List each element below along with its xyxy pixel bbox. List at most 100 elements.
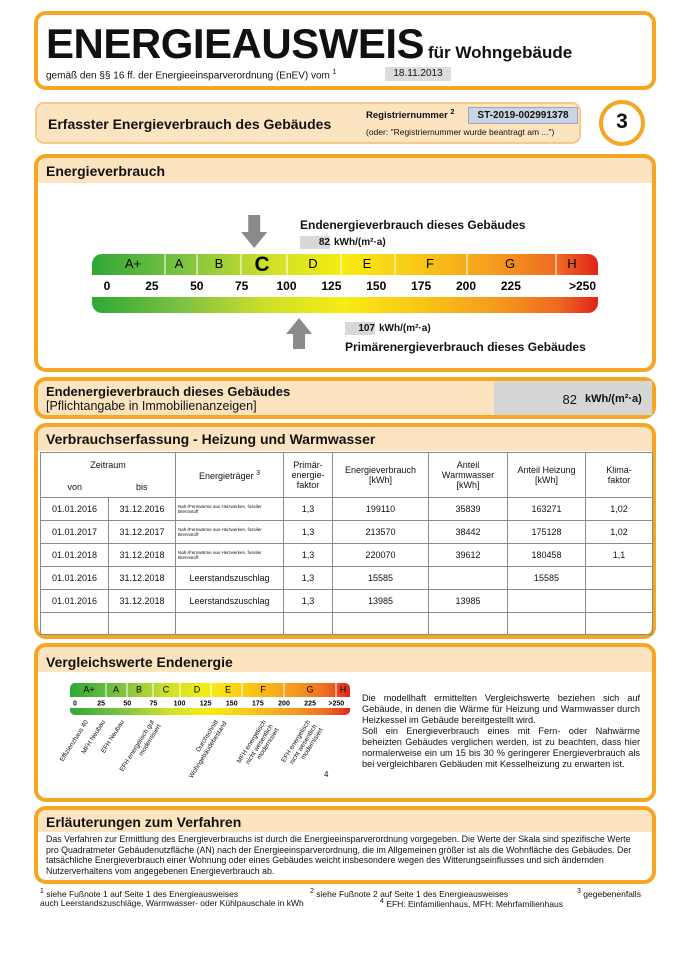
header-row: von bis: [40, 476, 653, 498]
table-row: 01.01.2018 31.12.2018 Nah-/Fernwärme aus H…: [40, 543, 654, 567]
table-cell: 15585: [507, 566, 587, 590]
table-cell: [175, 612, 285, 635]
header-cell: Anteil Heizung [kWh]: [507, 452, 587, 498]
table-cell: 01.01.2016: [40, 566, 109, 590]
header-cell: Primär- energie- faktor: [283, 452, 334, 498]
section-heading: Erläuterungen zum Verfahren: [46, 814, 242, 830]
table-cell: 13985: [428, 589, 509, 613]
footnote-mark: 2: [310, 888, 314, 895]
table-cell: 31.12.2018: [107, 589, 177, 613]
section-frame: [34, 806, 656, 884]
scale-tick-label: >250: [569, 279, 596, 293]
table-cell: Nah-/Fernwärme aus Heizwerken, fossiler …: [175, 520, 285, 544]
unit: kWh/(m²·a): [585, 393, 642, 405]
scale-tick-label: 150: [226, 700, 238, 707]
class-label: A: [113, 684, 119, 694]
scale-tick-label: >250: [328, 700, 344, 707]
section-band: [38, 662, 652, 672]
class-label: G: [505, 256, 515, 271]
table-cell: 1,3: [283, 589, 334, 613]
header-cell: von: [40, 476, 109, 498]
table-cell: [283, 612, 334, 635]
table-cell: [332, 612, 430, 635]
table-cell: Leerstandszuschlag: [175, 566, 285, 590]
footnote-text: EFH: Einfamilienhaus, MFH: Mehrfamilienh…: [386, 898, 563, 909]
footnote: 2 siehe Fußnote 2 auf Seite 1 des Energi…: [310, 887, 508, 899]
scale-tick-label: 175: [252, 700, 264, 707]
table-cell: 13985: [332, 589, 430, 613]
scale-tick-label: 175: [411, 279, 431, 293]
table-cell: 01.01.2018: [40, 543, 109, 567]
section-band: [38, 822, 652, 832]
section-band: [38, 173, 652, 183]
scale-tick-label: 25: [145, 279, 159, 293]
footnote-text: siehe Fußnote 2 auf Seite 1 des Energiea…: [316, 888, 509, 899]
primary-value: 107: [345, 322, 375, 335]
header-row: Zeitraum Energieträger 3 Primär- energie…: [39, 452, 654, 498]
scale-tick-label: 225: [501, 279, 521, 293]
table-row: [40, 612, 654, 635]
footnote-text: gegebenenfalls: [583, 888, 641, 899]
table-cell: 175128: [507, 520, 587, 544]
scale-middle: [70, 697, 350, 708]
paragraph: Soll ein Energieverbrauch eines mit Fern…: [362, 726, 640, 769]
class-label: E: [225, 684, 231, 694]
legal-line: gemäß den §§ 16 ff. der Energieeinsparve…: [46, 69, 337, 81]
table-cell: [428, 612, 509, 635]
table-cell: [585, 612, 654, 635]
table-cell: 39612: [428, 543, 509, 567]
legal-text: gemäß den §§ 16 ff. der Energieeinsparve…: [46, 70, 330, 82]
footnote: 4 EFH: Einfamilienhaus, MFH: Mehrfamilie…: [380, 897, 563, 909]
scale-tick-label: 125: [200, 700, 212, 707]
footnote-ref: 2: [450, 109, 455, 116]
class-label: H: [340, 684, 347, 694]
label: Registriernummer: [366, 110, 448, 122]
table-cell: [585, 566, 654, 590]
class-label: B: [136, 684, 142, 694]
table-cell: 220070: [332, 543, 430, 567]
table-cell: [428, 566, 509, 590]
table-cell: [507, 612, 587, 635]
table-cell: 38442: [428, 520, 509, 544]
class-label: F: [426, 256, 434, 271]
class-label: H: [567, 256, 576, 271]
table-cell: Nah-/Fernwärme aus Heizwerken, fossiler …: [175, 497, 285, 521]
registration-box: [35, 102, 581, 144]
scale-tick-label: 150: [366, 279, 386, 293]
table-cell: [507, 589, 587, 613]
table-cell: 15585: [332, 566, 430, 590]
section-frame: [34, 423, 656, 639]
header-text: Energieträger: [199, 470, 254, 481]
header-cell: Anteil Warmwasser [kWh]: [428, 452, 509, 498]
header-cell: bis: [108, 476, 177, 498]
scale-tick-label: 200: [456, 279, 476, 293]
table-cell: 01.01.2017: [40, 520, 109, 544]
class-label: D: [194, 684, 201, 694]
table-cell: 31.12.2016: [107, 497, 177, 521]
table-row: 01.01.2017 31.12.2017 Nah-/Fernwärme aus H…: [40, 520, 654, 544]
scale-tick-label: 125: [321, 279, 341, 293]
scale-tick-label: 225: [304, 700, 316, 707]
section-heading: Erfasster Energieverbrauch des Gebäudes: [48, 116, 332, 132]
mandatory-label: Endenergieverbrauch dieses Gebäudes: [46, 384, 291, 399]
table-cell: 1,1: [585, 543, 654, 567]
header-cell: Energieträger 3: [175, 452, 285, 498]
explanation-text: Das Verfahren zur Ermittlung des Energie…: [46, 834, 632, 876]
scale-tick-label: 0: [104, 279, 111, 293]
section-frame: [34, 11, 656, 90]
table-cell: [40, 612, 109, 635]
scale-tick-label: 25: [97, 700, 105, 707]
section-heading: Energieverbrauch: [46, 163, 166, 179]
table-cell: [107, 612, 177, 635]
class-label: F: [260, 684, 266, 694]
title: ENERGIEAUSWEIS: [46, 20, 425, 67]
scale-tick-label: 50: [123, 700, 131, 707]
class-label: A+: [83, 684, 94, 694]
class-label: C: [254, 253, 269, 276]
header-cell: Energieverbrauch [kWh]: [332, 452, 430, 498]
table-cell: 31.12.2018: [107, 566, 177, 590]
table-cell: 1,3: [283, 497, 334, 521]
table-cell: 01.01.2016: [40, 497, 109, 521]
